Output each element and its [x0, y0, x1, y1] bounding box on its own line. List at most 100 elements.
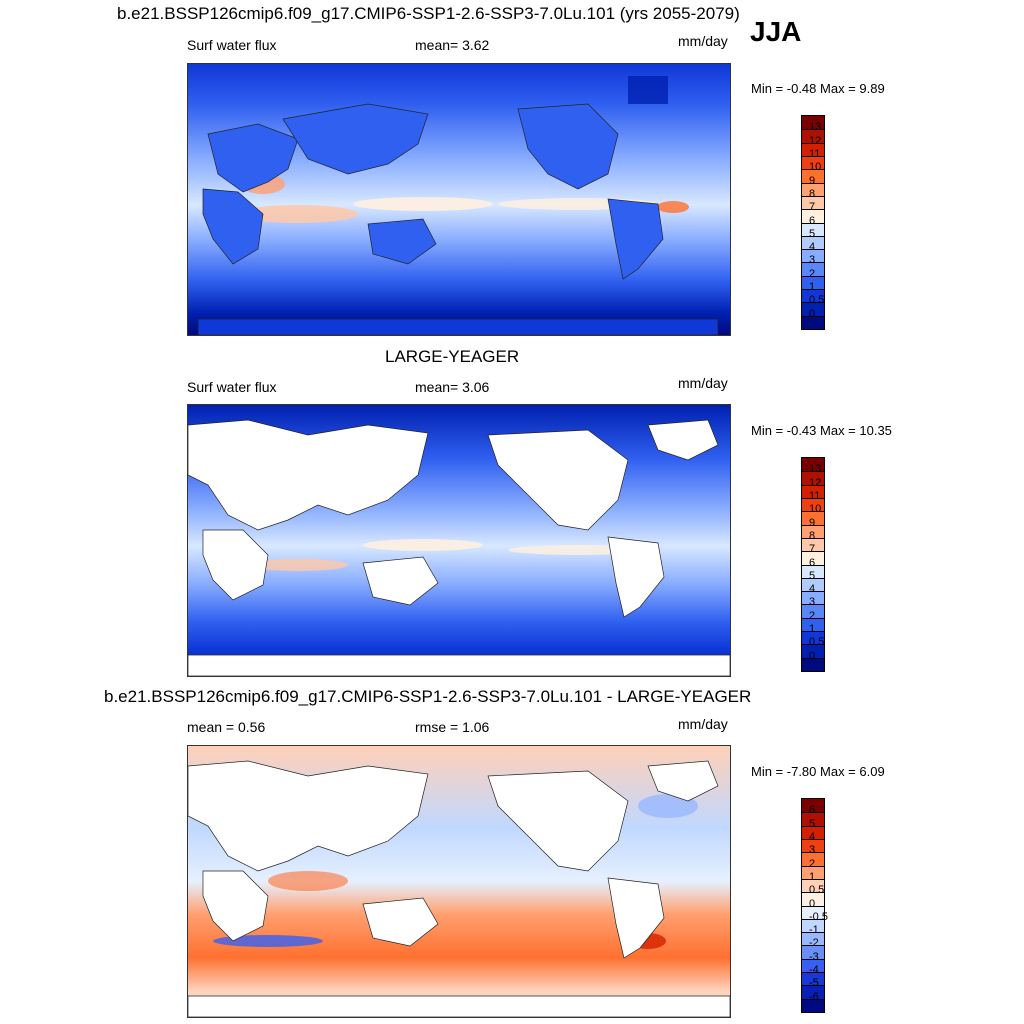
colorbar-segment — [802, 222, 824, 236]
colorbar-tick-label: 6 — [809, 556, 816, 569]
colorbar-segment — [802, 945, 824, 959]
colorbar-segment — [802, 932, 824, 946]
colorbar-segment — [802, 972, 824, 986]
colorbar-tick-label: 1 — [809, 870, 816, 883]
colorbar-segment — [802, 905, 824, 919]
colorbar-tick-label: 10 — [809, 503, 822, 516]
colorbar-segment — [802, 958, 824, 973]
colorbar-segment — [802, 825, 824, 839]
colorbar-tick-label: -6 — [809, 990, 819, 1003]
colorbar-tick-label: 0.5 — [809, 884, 825, 897]
colorbar-tick-label: 6 — [809, 804, 816, 817]
colorbar-tick-label: 5 — [809, 817, 816, 830]
colorbar-segment — [802, 249, 824, 263]
colorbar-segment — [802, 497, 824, 512]
colorbar-tick-label: 7 — [809, 201, 816, 214]
panel-3-rmse-label: rmse = 1.06 — [415, 719, 490, 735]
panel-3-minmax-label: Min = -7.80 Max = 6.09 — [751, 764, 885, 779]
panel-1-field — [188, 64, 730, 335]
colorbar-tick-label: 9 — [809, 174, 816, 187]
colorbar-segment — [802, 878, 824, 893]
colorbar-tick-label: 4 — [809, 583, 816, 596]
colorbar-segment — [802, 537, 824, 552]
colorbar-tick-label: 3 — [809, 254, 816, 267]
colorbar-segment — [802, 799, 824, 813]
colorbar-segment — [802, 865, 824, 879]
colorbar-tick-label: 9 — [809, 516, 816, 529]
colorbar-segment — [802, 617, 824, 632]
colorbar-tick-label: 0 — [809, 649, 816, 662]
colorbar-segment — [802, 169, 824, 183]
colorbar-segment — [802, 471, 824, 485]
colorbar-tick-label: -4 — [809, 964, 819, 977]
colorbar-segment — [802, 657, 824, 671]
colorbar-tick-label: 12 — [809, 134, 822, 147]
colorbar-segment — [802, 838, 824, 853]
colorbar-segment — [802, 235, 824, 250]
colorbar-tick-label: 2 — [809, 267, 816, 280]
panel-2-variable-label: Surf water flux — [187, 379, 277, 395]
colorbar-tick-label: 1 — [809, 623, 816, 636]
colorbar-tick-label: 4 — [809, 241, 816, 254]
colorbar-segment — [802, 155, 824, 170]
colorbar-tick-label: 8 — [809, 529, 816, 542]
panel-1-title: b.e21.BSSP126cmip6.f09_g17.CMIP6-SSP1-2.… — [117, 4, 740, 23]
panel-1-mean-label: mean= 3.62 — [415, 37, 490, 53]
panel-3-title: b.e21.BSSP126cmip6.f09_g17.CMIP6-SSP1-2.… — [104, 687, 752, 706]
colorbar-segment — [802, 564, 824, 578]
colorbar-segment — [802, 182, 824, 196]
colorbar-tick-label: 11 — [809, 489, 821, 502]
panel-3-units-label: mm/day — [678, 716, 728, 732]
colorbar-segment — [802, 262, 824, 276]
colorbar-tick-label: 2 — [809, 857, 816, 870]
colorbar-segment — [802, 998, 824, 1012]
colorbar-segment — [802, 604, 824, 618]
panel-2-map — [187, 404, 731, 677]
colorbar-segment — [802, 812, 824, 826]
colorbar-tick-label: 12 — [809, 476, 822, 489]
panel-2-colorbar — [801, 457, 825, 672]
colorbar-segment — [802, 116, 824, 130]
colorbar-tick-label: 1 — [809, 281, 816, 294]
colorbar-segment — [802, 591, 824, 605]
colorbar-segment — [802, 289, 824, 303]
colorbar-tick-label: 3 — [809, 596, 816, 609]
colorbar-segment — [802, 209, 824, 223]
panel-3-mean-label: mean = 0.56 — [187, 719, 266, 735]
colorbar-tick-label: 7 — [809, 543, 816, 556]
panel-3-field — [188, 746, 730, 1017]
colorbar-segment — [802, 142, 824, 156]
colorbar-tick-label: 0.5 — [809, 636, 825, 649]
colorbar-segment — [802, 551, 824, 565]
colorbar-segment — [802, 644, 824, 658]
colorbar-segment — [802, 631, 824, 645]
panel-1-map — [187, 63, 731, 336]
panel-2-units-label: mm/day — [678, 375, 728, 391]
colorbar-tick-label: -3 — [809, 950, 819, 963]
panel-3-colorbar — [801, 798, 825, 1013]
colorbar-tick-label: 0 — [809, 897, 816, 910]
colorbar-segment — [802, 577, 824, 592]
colorbar-segment — [802, 315, 824, 329]
colorbar-segment — [802, 852, 824, 866]
colorbar-tick-label: -5 — [809, 977, 819, 990]
panel-1-units-label: mm/day — [678, 33, 728, 49]
colorbar-tick-label: 0 — [809, 307, 816, 320]
colorbar-segment — [802, 511, 824, 525]
colorbar-tick-label: 5 — [809, 227, 816, 240]
colorbar-segment — [802, 458, 824, 472]
colorbar-tick-label: 3 — [809, 844, 816, 857]
colorbar-segment — [802, 524, 824, 538]
season-label: JJA — [750, 16, 802, 47]
colorbar-tick-label: 11 — [809, 147, 821, 160]
colorbar-tick-label: 13 — [809, 463, 822, 476]
colorbar-tick-label: -1 — [809, 924, 819, 937]
panel-1-colorbar — [801, 115, 825, 330]
colorbar-tick-label: 13 — [809, 121, 822, 134]
panel-1-variable-label: Surf water flux — [187, 37, 277, 53]
panel-2-minmax-label: Min = -0.43 Max = 10.35 — [751, 423, 892, 438]
panel-2-field — [188, 405, 730, 676]
colorbar-segment — [802, 918, 824, 933]
colorbar-tick-label: 2 — [809, 609, 816, 622]
colorbar-segment — [802, 275, 824, 290]
